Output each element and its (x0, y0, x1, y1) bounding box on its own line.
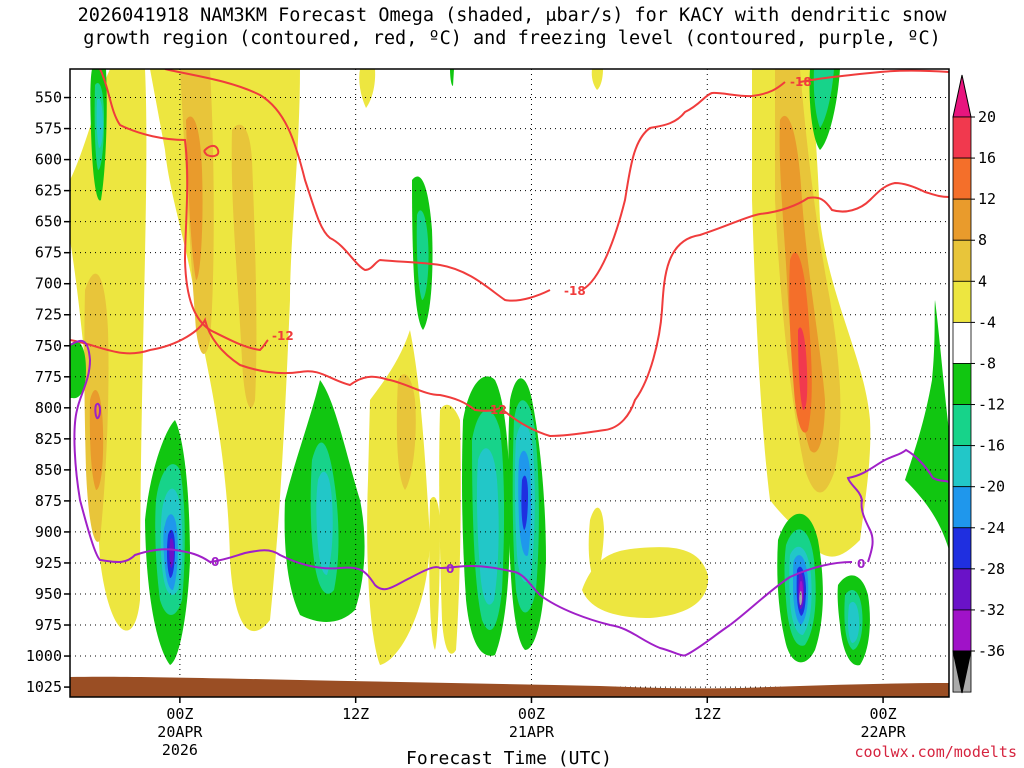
colorbar-label: -24 (978, 519, 1005, 537)
pressure-tick-label: 575 (35, 120, 62, 138)
colorbar-label: -8 (978, 354, 996, 372)
plot-area: -12 -18 -12 -18 0 0 0 (70, 69, 949, 697)
colorbar-label: 20 (978, 108, 996, 126)
colorbar-swatch (952, 239, 972, 282)
freezing-level-contour-west (70, 339, 853, 657)
dgz-contour-minus18-east (581, 81, 786, 291)
colorbar-swatch (952, 198, 972, 241)
pressure-axis: 550 575 600 625 650 675 700 725 750 775 800 825 850 8… (26, 89, 70, 696)
dgz-contours (70, 69, 949, 438)
contour-label-purple-1: 0 (211, 555, 219, 569)
colorbar-label: -32 (978, 601, 1005, 619)
colorbar-swatch (952, 609, 972, 652)
colorbar-label: 16 (978, 149, 996, 167)
pressure-tick-label: 975 (35, 616, 62, 634)
pressure-tick-label: 800 (35, 399, 62, 417)
pressure-tick-label: 1000 (26, 647, 62, 665)
colorbar-label: 4 (978, 272, 987, 290)
colorbar-swatch (952, 568, 972, 611)
pressure-tick-label: 700 (35, 275, 62, 293)
dgz-contour-minus18-west (164, 69, 551, 302)
pressure-tick-label: 1025 (26, 678, 62, 696)
pressure-tick-label: 925 (35, 554, 62, 572)
pressure-tick-label: 775 (35, 368, 62, 386)
pressure-tick-label: 950 (35, 585, 62, 603)
freezing-level-contours (70, 339, 949, 657)
dgz-contour-minus18-top (799, 69, 949, 83)
contour-label-red-2: -18 (564, 284, 586, 298)
watermark: coolwx.com/modelts (854, 743, 1017, 761)
omega-negative-cores (166, 475, 806, 616)
colorbar-swatch (952, 527, 972, 570)
pressure-tick-label: 650 (35, 213, 62, 231)
pressure-tick-label: 675 (35, 244, 62, 262)
ground-surface (70, 676, 949, 697)
colorbar-swatch (952, 280, 972, 323)
date-label: 21APR (509, 723, 555, 741)
time-tick-label: 12Z (342, 705, 369, 723)
colorbar-bottom-arrow (952, 650, 972, 694)
colorbar-label: -20 (978, 478, 1005, 496)
contour-label-purple-2: 0 (446, 562, 454, 576)
colorbar-label: -4 (978, 313, 996, 331)
colorbar-swatch (952, 445, 972, 488)
date-label: 20APR (157, 723, 203, 741)
pressure-tick-label: 825 (35, 430, 62, 448)
colorbar-label: -28 (978, 560, 1005, 578)
colorbar-label: 8 (978, 231, 987, 249)
contour-label-red-4: -18 (790, 75, 812, 89)
colorbar: 20 16 12 8 4 -4 -8 -12 -16 -20 -24 -28 -32 -36 (952, 74, 1005, 694)
colorbar-label: -36 (978, 642, 1005, 660)
dgz-contour-minus12-east (502, 181, 949, 438)
colorbar-swatch (952, 157, 972, 200)
time-tick-label: 00Z (166, 705, 193, 723)
colorbar-label: 12 (978, 190, 996, 208)
plot-frame (69, 68, 950, 698)
chart-title-line1: 2026041918 NAM3KM Forecast Omega (shaded… (77, 5, 947, 26)
pressure-tick-label: 850 (35, 461, 62, 479)
time-tick-label: 00Z (870, 705, 897, 723)
contour-labels: -12 -18 -12 -18 0 0 0 (211, 75, 865, 576)
contour-label-purple-3: 0 (857, 557, 865, 571)
freezing-level-contour-isolated (94, 402, 102, 420)
time-tick-label: 00Z (518, 705, 545, 723)
omega-positive-16-plus (789, 252, 812, 433)
colorbar-label: -12 (978, 396, 1005, 414)
dgz-contour-minus12-mid (70, 317, 501, 412)
colorbar-label: -16 (978, 437, 1005, 455)
pressure-tick-label: 550 (35, 89, 62, 107)
date-label: 22APR (860, 723, 906, 741)
chart-title: 2026041918 NAM3KM Forecast Omega (shaded… (0, 4, 1024, 50)
colorbar-swatch (952, 116, 972, 159)
colorbar-top-arrow (952, 74, 972, 118)
pressure-tick-label: 750 (35, 337, 62, 355)
colorbar-swatch (952, 363, 972, 405)
pressure-tick-label: 900 (35, 523, 62, 541)
time-tick-label: 12Z (694, 705, 721, 723)
pressure-tick-label: 600 (35, 151, 62, 169)
pressure-tick-label: 725 (35, 306, 62, 324)
chart-title-line2: growth region (contoured, red, ºC) and f… (83, 28, 941, 49)
contour-label-red-1: -12 (272, 329, 294, 343)
contour-label-red-3: -12 (485, 403, 507, 417)
year-label: 2026 (162, 741, 198, 759)
pressure-tick-label: 875 (35, 492, 62, 510)
freezing-level-contour-east (846, 448, 949, 563)
pressure-tick-label: 625 (35, 182, 62, 200)
dgz-contour-minus12 (99, 69, 269, 352)
x-axis-label: Forecast Time (UTC) (406, 748, 612, 768)
colorbar-swatch (952, 321, 972, 364)
dgz-contour-loop (203, 144, 220, 158)
colorbar-swatch (952, 404, 972, 447)
colorbar-swatch (952, 486, 972, 529)
